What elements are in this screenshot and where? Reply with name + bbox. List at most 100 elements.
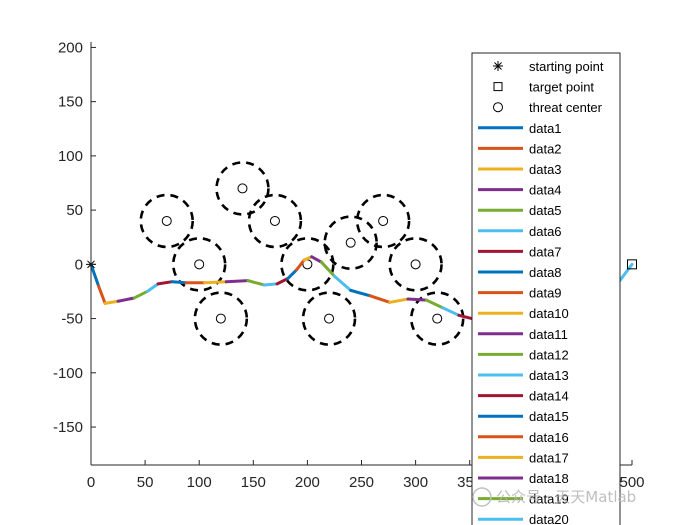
path-segment-data7 bbox=[156, 280, 174, 286]
watermark-text: 公众号 · 天天Matlab bbox=[496, 488, 636, 506]
x-tick-label: 300 bbox=[403, 474, 428, 491]
legend-label: data14 bbox=[529, 389, 569, 404]
legend-marker-square bbox=[493, 82, 503, 92]
y-tick-label: -150 bbox=[53, 419, 83, 436]
legend-box bbox=[471, 52, 621, 525]
legend-label: data2 bbox=[529, 141, 562, 156]
legend-label: starting point bbox=[529, 59, 604, 74]
legend-data6: data6 bbox=[478, 224, 562, 239]
y-tick-label: 0 bbox=[75, 256, 83, 273]
y-tick-label: 100 bbox=[58, 148, 83, 165]
path-segment-data8 bbox=[170, 280, 188, 285]
y-tick-label: 50 bbox=[66, 202, 83, 219]
threat-center-marker-9 bbox=[378, 215, 389, 226]
plot-area bbox=[86, 161, 637, 346]
path-segment-data16 bbox=[295, 258, 306, 272]
threat-center-marker-8 bbox=[345, 237, 356, 248]
legend-data15: data15 bbox=[478, 409, 569, 424]
legend-data14: data14 bbox=[478, 389, 569, 404]
path-segment-data7 bbox=[457, 313, 474, 321]
legend-target-point: target point bbox=[493, 80, 594, 95]
legend-label: data5 bbox=[529, 203, 562, 218]
legend-label: data13 bbox=[529, 368, 569, 383]
threat-zone-3 bbox=[193, 291, 249, 346]
legend-data1: data1 bbox=[478, 121, 562, 136]
legend-data7: data7 bbox=[478, 244, 562, 259]
path-segment-data11 bbox=[224, 279, 250, 284]
path-segment-data2 bbox=[97, 284, 107, 305]
legend-label: data4 bbox=[529, 183, 562, 198]
x-tick-label: 100 bbox=[187, 474, 212, 491]
threat-zone-6 bbox=[280, 237, 335, 292]
legend-label: data15 bbox=[529, 409, 569, 424]
x-tick-label: 50 bbox=[137, 474, 154, 491]
legend-label: data8 bbox=[529, 265, 562, 280]
path-segment-data5 bbox=[424, 298, 445, 310]
legend-marker-asterisk bbox=[494, 62, 502, 70]
legend-label: threat center bbox=[529, 100, 603, 115]
path-segment-data13 bbox=[262, 282, 279, 287]
y-tick-label: -50 bbox=[61, 311, 83, 328]
legend-label: data3 bbox=[529, 162, 562, 177]
legend-label: data11 bbox=[529, 327, 568, 342]
threat-center-marker-1 bbox=[161, 215, 172, 226]
threat-center-marker-4 bbox=[237, 183, 248, 194]
legend-threat-center: threat center bbox=[493, 100, 603, 115]
path-segment-data3 bbox=[388, 297, 410, 304]
legend-label: data10 bbox=[529, 306, 569, 321]
path-segment-data4 bbox=[116, 296, 136, 303]
legend-data20: data20 bbox=[478, 512, 569, 525]
path-segment-data19 bbox=[319, 260, 336, 278]
path-segment-data18 bbox=[310, 255, 323, 264]
x-tick-label: 250 bbox=[349, 474, 374, 491]
watermark-logo-icon bbox=[472, 487, 492, 507]
path-segment-data20 bbox=[332, 274, 353, 292]
path-segment-data1 bbox=[89, 262, 101, 288]
path-segment-data12 bbox=[246, 279, 266, 287]
legend-label: data6 bbox=[529, 224, 562, 239]
path-segment-data6 bbox=[441, 306, 461, 317]
path-segment-data4 bbox=[406, 297, 428, 302]
legend-label: data7 bbox=[529, 244, 562, 259]
threat-zone-2 bbox=[171, 237, 227, 292]
threat-center-marker-3 bbox=[215, 313, 226, 324]
legend-data5: data5 bbox=[478, 203, 562, 218]
path-segment-data2 bbox=[368, 294, 392, 304]
legend-data2: data2 bbox=[478, 141, 562, 156]
path-segment-data15 bbox=[286, 268, 299, 280]
threat-zone-11 bbox=[409, 291, 465, 346]
path-segment-data5 bbox=[132, 289, 149, 300]
threat-zone-8 bbox=[323, 215, 378, 270]
path-segment-data14 bbox=[275, 276, 290, 286]
legend-label: data9 bbox=[529, 286, 562, 301]
legend-data3: data3 bbox=[478, 162, 562, 177]
threat-zone-10 bbox=[388, 237, 443, 292]
x-tick-label: 150 bbox=[241, 474, 266, 491]
legend-data9: data9 bbox=[478, 286, 562, 301]
threat-center-marker-7 bbox=[324, 313, 335, 324]
legend-starting-point: starting point bbox=[493, 59, 604, 74]
legend-label: data1 bbox=[529, 121, 562, 136]
legend-label: data12 bbox=[529, 347, 569, 362]
path-segment-data10 bbox=[203, 280, 228, 285]
legend-data8: data8 bbox=[478, 265, 562, 280]
threat-zone-7 bbox=[301, 291, 357, 346]
threat-center-marker-5 bbox=[269, 215, 280, 226]
legend-data16: data16 bbox=[478, 430, 569, 445]
legend-data17: data17 bbox=[478, 450, 569, 465]
path-segment-data6 bbox=[145, 282, 160, 293]
x-tick-label: 200 bbox=[295, 474, 320, 491]
legend-label: target point bbox=[529, 80, 594, 95]
legend-data18: data18 bbox=[478, 471, 569, 486]
legend-data19: data19 bbox=[478, 492, 569, 507]
legend-data11: data11 bbox=[478, 327, 568, 342]
legend-label: data17 bbox=[529, 450, 569, 465]
y-tick-label: 150 bbox=[58, 94, 83, 111]
path-segment-data1 bbox=[349, 288, 372, 298]
threat-center-marker-11 bbox=[432, 313, 443, 324]
target-point-marker bbox=[627, 259, 637, 270]
legend-label: data16 bbox=[529, 430, 569, 445]
legend-data13: data13 bbox=[478, 368, 569, 383]
legend-label: data18 bbox=[529, 471, 569, 486]
